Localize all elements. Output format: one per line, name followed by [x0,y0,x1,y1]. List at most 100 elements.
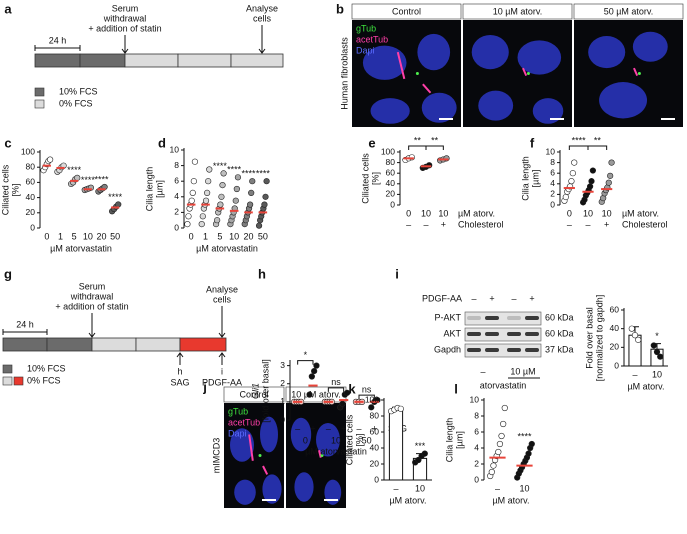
significance: **** [517,431,532,441]
band [507,316,521,320]
data-point [232,197,239,204]
centrosome [415,72,419,75]
legend-swatch [2,376,13,386]
y-tick-label: 2 [174,207,179,217]
y-tick-label: 60 [26,177,36,187]
x-tick-label: + [341,423,346,433]
data-point [234,174,242,181]
legend-label: 10% FCS [59,86,98,96]
x-tick-label: 10 [83,231,93,241]
band [485,316,499,320]
y-tick-label: 40 [26,192,36,202]
bracket [425,145,444,150]
data-point [586,183,594,190]
x-tick-label: – [393,483,398,493]
y-axis-label: Ciliated cells [344,414,354,465]
y-axis-label: Cilia length [520,156,530,201]
data-point [189,189,196,196]
nucleus [362,45,407,80]
phase-segment [135,337,181,352]
y-tick-label: 3 [280,360,285,370]
data-point [308,373,315,380]
x-tick-label: – [295,423,300,433]
significance: **** [94,174,109,184]
y-tick-label: 40 [386,178,396,188]
data-point [262,193,269,200]
band [525,348,539,352]
nucleus [260,416,278,453]
x-axis-label: µM atorv. [389,495,426,505]
panel-label: c [4,135,11,150]
y-tick-label: 0 [30,222,35,232]
band-label: P-AKT [434,312,461,322]
nucleus [588,36,626,69]
y-tick-label: 20 [610,342,620,352]
lane-label: + [529,293,534,303]
event-label: Serum [79,281,106,291]
treatment-label: PDGF-AA [422,293,462,303]
nucleus [471,34,509,70]
data-point [635,336,642,343]
event-label: withdrawal [70,291,114,301]
data-point [500,420,507,428]
panel-label: j [202,379,207,394]
significance: **** [572,135,587,145]
panel-label: b [336,1,344,16]
band [467,348,481,352]
lane-label: + [489,293,494,303]
band [467,332,481,336]
data-point [588,178,595,185]
cilium [422,83,432,94]
y-tick-label: 10 [170,144,180,154]
channel-label: acetTub [356,34,388,44]
y-tick-label: 4 [474,442,479,452]
y-tick-label: 60 [386,167,396,177]
nucleus [294,472,314,502]
size-label: 60 kDa [545,328,574,338]
event-label: + addition of statin [55,301,128,311]
x-tick-label: 0 [189,231,194,241]
y-tick-label: 1 [280,396,285,406]
y-tick-label: 80 [26,161,36,171]
cilium [522,67,528,77]
group-label: 50 [362,435,372,445]
significance: **** [108,192,123,202]
x-axis-label: µM atorvastatin [50,243,112,253]
significance: ns [331,377,341,387]
y-axis-label: [normalized to gapdh] [594,295,604,382]
data-point [653,348,661,356]
data-point [415,456,422,464]
y-tick-label: 2 [550,189,555,199]
row-label: µM atorv. [622,208,659,218]
data-point [198,221,205,228]
group-label: 10 µM [510,366,535,376]
bracket [568,145,589,150]
data-point [255,222,263,229]
row-label: µM atorv. [458,208,495,218]
data-point [496,440,504,448]
panel-label: h [258,266,266,281]
significance: **** [241,169,256,179]
y-tick-label: 8 [550,157,555,167]
data-point [562,193,569,201]
nucleus [632,31,668,62]
y-tick-label: 6 [550,167,555,177]
data-point [501,404,508,412]
y-axis-label: [µm] [530,170,540,188]
event-label: withdrawal [103,13,147,23]
legend-swatch [34,99,45,109]
data-point [498,432,505,440]
x-tick-label: 10 [602,208,612,218]
x-axis-label: µM atorvastatin [196,243,258,253]
significance: **** [67,165,82,175]
significance: **** [227,165,242,175]
y-axis-label: Cilia length [144,167,154,212]
end-label: cells [253,13,272,23]
end-label: Analyse [246,3,278,13]
nucleus [234,479,256,505]
image-title: 10 µM atorv. [493,6,543,16]
significance: *** [415,441,426,451]
band-label: AKT [443,328,461,338]
image-title: Control [392,6,421,16]
y-tick-label: 40 [610,323,620,333]
